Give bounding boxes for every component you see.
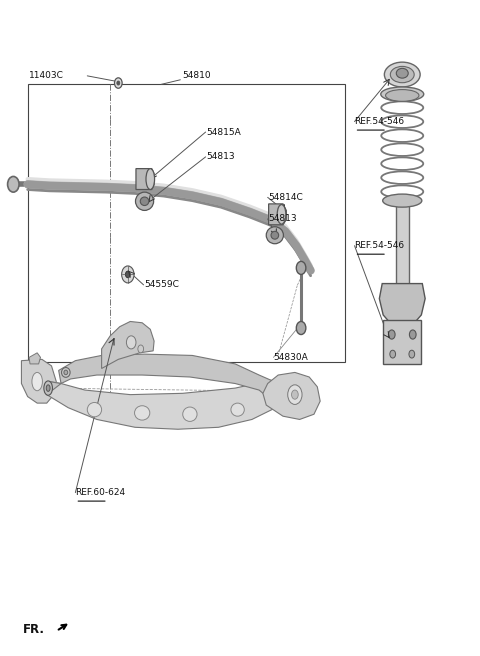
Ellipse shape bbox=[138, 345, 144, 353]
Text: 54830A: 54830A bbox=[274, 353, 308, 362]
Text: FR.: FR. bbox=[23, 623, 45, 636]
Ellipse shape bbox=[134, 405, 150, 420]
Text: 54813: 54813 bbox=[206, 152, 235, 161]
Polygon shape bbox=[22, 359, 56, 403]
Polygon shape bbox=[383, 320, 421, 364]
Text: REF.54-546: REF.54-546 bbox=[355, 241, 405, 250]
Bar bbox=[28, 85, 345, 362]
Ellipse shape bbox=[291, 390, 298, 400]
Polygon shape bbox=[269, 204, 286, 225]
Ellipse shape bbox=[135, 192, 154, 211]
Circle shape bbox=[8, 176, 19, 192]
Ellipse shape bbox=[385, 90, 419, 101]
Polygon shape bbox=[47, 380, 285, 429]
Ellipse shape bbox=[381, 87, 424, 101]
Text: REF.54-546: REF.54-546 bbox=[355, 117, 405, 126]
Ellipse shape bbox=[396, 68, 408, 78]
Text: 11403C: 11403C bbox=[28, 72, 63, 80]
Text: 54810: 54810 bbox=[183, 72, 211, 80]
Polygon shape bbox=[29, 353, 40, 364]
Polygon shape bbox=[263, 373, 320, 419]
Ellipse shape bbox=[32, 373, 42, 391]
Ellipse shape bbox=[390, 66, 414, 83]
Polygon shape bbox=[102, 321, 154, 369]
Text: 54814C: 54814C bbox=[269, 193, 303, 202]
Polygon shape bbox=[47, 354, 285, 407]
Ellipse shape bbox=[288, 385, 302, 405]
Circle shape bbox=[121, 266, 134, 283]
Circle shape bbox=[390, 350, 396, 358]
Text: REF.60-624: REF.60-624 bbox=[75, 488, 125, 497]
Ellipse shape bbox=[46, 385, 50, 392]
Ellipse shape bbox=[384, 62, 420, 87]
Circle shape bbox=[115, 78, 122, 89]
Polygon shape bbox=[136, 169, 154, 190]
Text: 54559C: 54559C bbox=[144, 280, 180, 289]
Ellipse shape bbox=[266, 227, 283, 244]
Ellipse shape bbox=[44, 381, 52, 396]
Polygon shape bbox=[379, 283, 425, 321]
Circle shape bbox=[409, 330, 416, 339]
Circle shape bbox=[388, 330, 395, 339]
Circle shape bbox=[409, 350, 415, 358]
Ellipse shape bbox=[271, 232, 279, 239]
Ellipse shape bbox=[231, 403, 244, 416]
Circle shape bbox=[125, 271, 130, 277]
Ellipse shape bbox=[87, 403, 102, 417]
Ellipse shape bbox=[140, 197, 149, 205]
Ellipse shape bbox=[146, 169, 155, 190]
Ellipse shape bbox=[183, 407, 197, 421]
Ellipse shape bbox=[61, 367, 70, 377]
Ellipse shape bbox=[277, 205, 286, 224]
Polygon shape bbox=[396, 204, 409, 285]
Ellipse shape bbox=[64, 370, 68, 375]
Ellipse shape bbox=[383, 194, 422, 207]
Circle shape bbox=[296, 261, 306, 274]
Circle shape bbox=[296, 321, 306, 335]
Text: 54815A: 54815A bbox=[206, 127, 241, 136]
Circle shape bbox=[117, 81, 120, 85]
Ellipse shape bbox=[126, 336, 136, 349]
Text: 54813: 54813 bbox=[269, 215, 297, 224]
